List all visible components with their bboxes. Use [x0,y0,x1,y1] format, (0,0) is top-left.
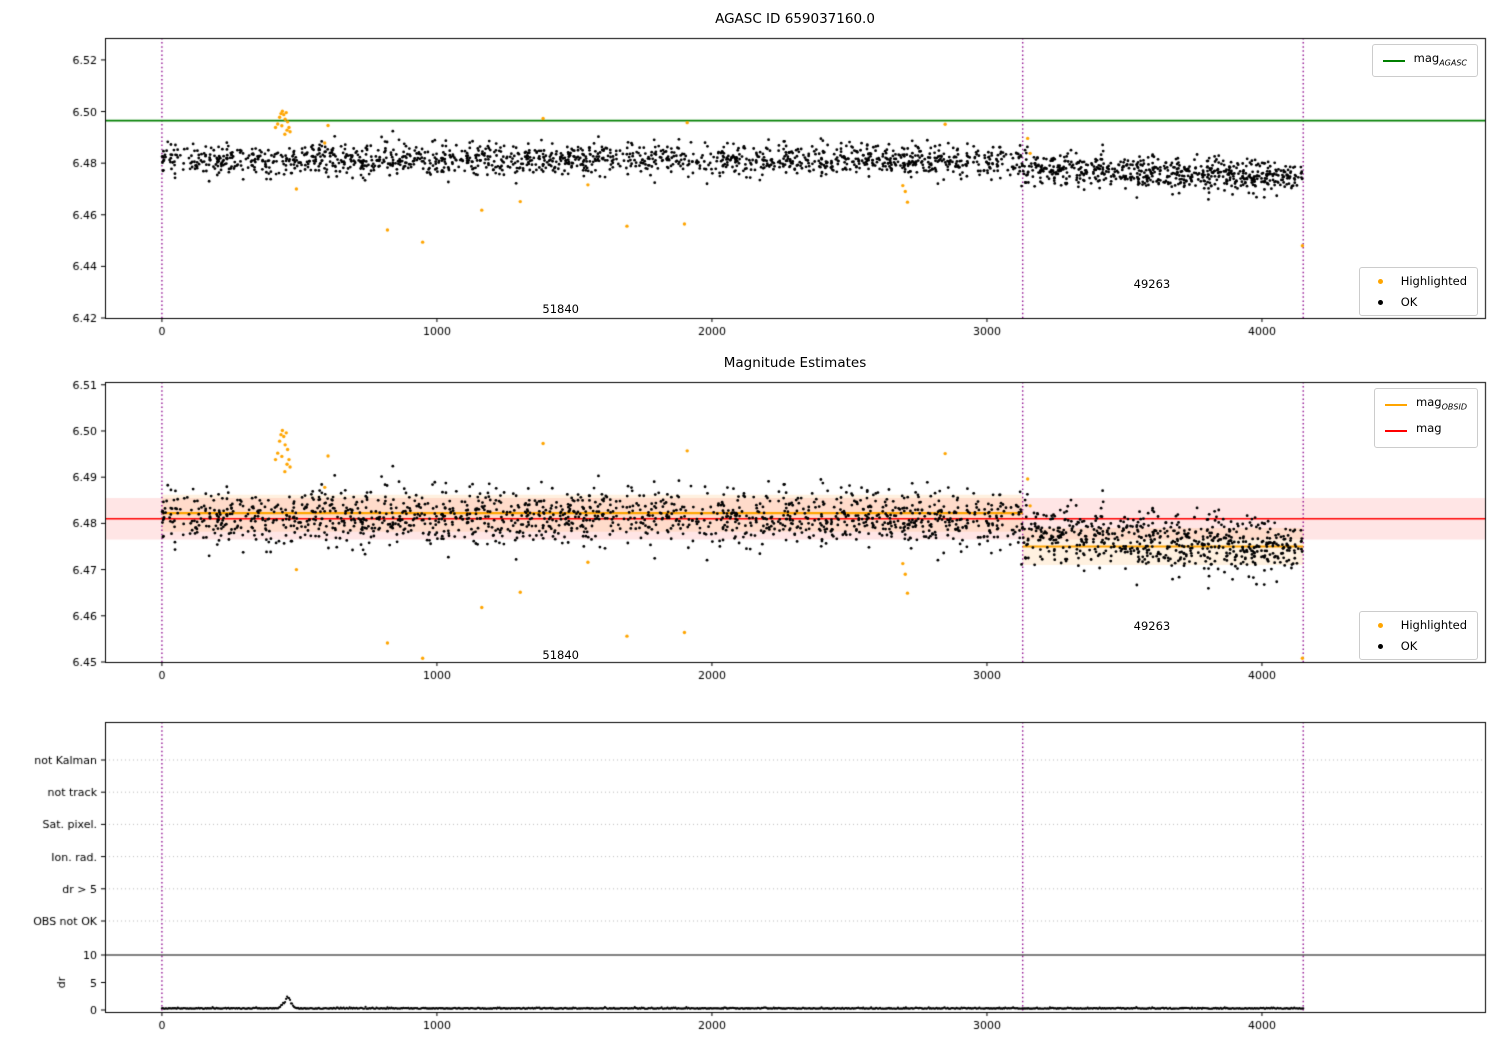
highlighted-dot-icon [1378,623,1383,628]
plot1-legend-line: magAGASC [1372,44,1478,77]
legend-label-highlighted: Highlighted [1401,617,1467,633]
plot2-obsid-label-51840: 51840 [542,648,579,662]
mag-agasc-line-sample-icon [1383,60,1405,62]
legend-row-highlighted: Highlighted [1370,273,1467,289]
legend-label-ok: OK [1401,294,1418,310]
figure-canvas [0,0,1500,1050]
mag-obsid-line-sample-icon [1385,404,1407,406]
figure: AGASC ID 659037160.0 Magnitude Estimates… [0,0,1500,1050]
legend-label-highlighted: Highlighted [1401,273,1467,289]
ok-dot-icon [1378,644,1383,649]
plot2-legend-markers: Highlighted OK [1359,611,1478,660]
plot1-obsid-label-51840: 51840 [542,302,579,316]
legend-row-mag: mag [1385,420,1467,441]
ok-dot-icon [1378,300,1383,305]
plot2-title: Magnitude Estimates [105,355,1485,371]
mag-line-sample-icon [1385,430,1407,432]
plot2-legend-lines: magOBSID mag [1374,388,1478,448]
legend-row-ok: OK [1370,638,1467,654]
plot2-obsid-label-49263: 49263 [1134,619,1171,633]
highlighted-dot-icon [1378,279,1383,284]
plot1-legend-markers: Highlighted OK [1359,267,1478,316]
plot1-title: AGASC ID 659037160.0 [105,11,1485,27]
legend-row-ok: OK [1370,294,1467,310]
legend-row-highlighted: Highlighted [1370,617,1467,633]
legend-label-mag-agasc: magAGASC [1414,50,1467,71]
legend-label-mag: mag [1416,420,1442,441]
legend-label-ok: OK [1401,638,1418,654]
legend-row-mag-obsid: magOBSID [1385,394,1467,415]
legend-label-mag-obsid: magOBSID [1416,394,1467,415]
plot1-obsid-label-49263: 49263 [1134,277,1171,291]
legend-row-mag-agasc: magAGASC [1383,50,1467,71]
